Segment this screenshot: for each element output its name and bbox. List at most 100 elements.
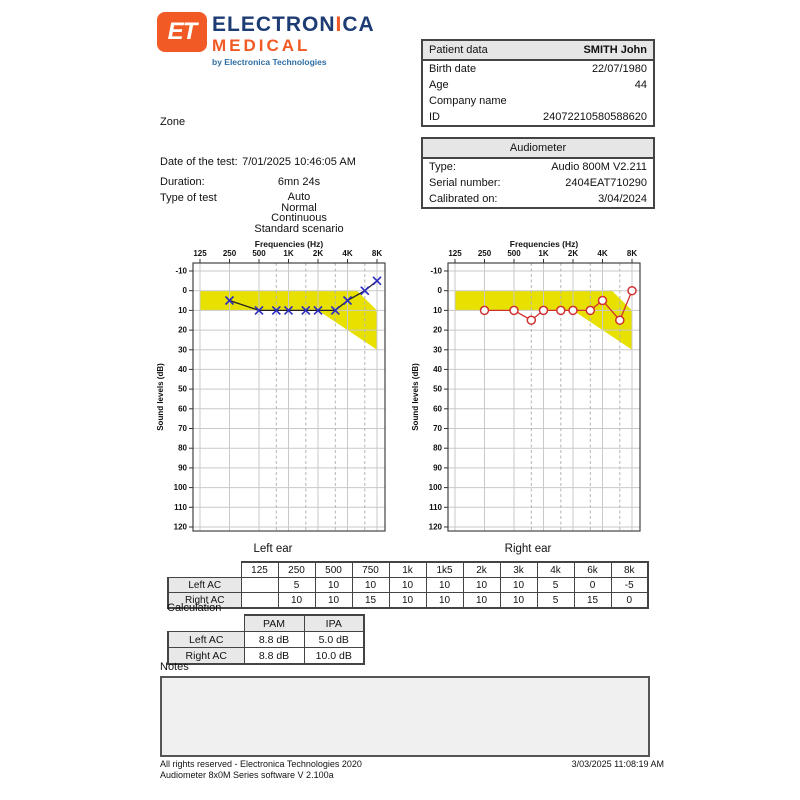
- freq-col-header: 1k: [388, 561, 427, 578]
- svg-text:Frequencies (Hz): Frequencies (Hz): [255, 239, 324, 249]
- brand-tagline: by Electronica Technologies: [212, 57, 327, 67]
- svg-text:80: 80: [433, 444, 442, 453]
- freq-cell: 0: [610, 592, 649, 609]
- freq-corner-cell: [168, 562, 241, 578]
- test-date-label: Date of the test:: [160, 156, 238, 168]
- freq-cell: 5: [536, 577, 575, 593]
- test-type-value: Auto Normal Continuous Standard scenario: [254, 191, 344, 236]
- calc-corner-cell: [168, 615, 244, 632]
- svg-text:0: 0: [183, 286, 188, 295]
- svg-text:500: 500: [252, 249, 266, 258]
- svg-text:2K: 2K: [313, 249, 323, 258]
- marker-circle-icon: [526, 315, 537, 325]
- patient-row-value: [523, 93, 654, 109]
- svg-text:110: 110: [429, 503, 442, 512]
- audiometer-row-label: Serial number:: [429, 177, 501, 189]
- svg-text:250: 250: [223, 249, 237, 258]
- freq-col-header: 6k: [573, 561, 612, 578]
- patient-row-value: 24072210580588620: [542, 111, 647, 123]
- patient-row-value: 44: [634, 79, 647, 91]
- svg-text:60: 60: [178, 404, 187, 413]
- svg-text:8K: 8K: [627, 249, 637, 258]
- freq-cell: -5: [610, 577, 649, 593]
- freq-cell: 10: [314, 577, 353, 593]
- freq-cell: 5: [277, 577, 316, 593]
- notes-label: Notes: [160, 661, 189, 673]
- calc-cell: 8.8 dB: [243, 631, 305, 648]
- freq-cell: 10: [499, 577, 538, 593]
- calc-cell: 8.8 dB: [243, 647, 305, 665]
- freq-col-header: 1k5: [425, 561, 464, 578]
- marker-x-icon: [342, 295, 353, 306]
- svg-text:1K: 1K: [283, 249, 293, 258]
- marker-x-icon: [313, 305, 323, 315]
- svg-text:125: 125: [448, 249, 462, 258]
- freq-cell: 10: [314, 592, 353, 609]
- freq-col-header: 125: [240, 561, 279, 578]
- freq-cell: 15: [573, 592, 612, 609]
- marker-circle-icon: [568, 305, 578, 316]
- svg-text:60: 60: [433, 404, 442, 413]
- freq-cell: 5: [536, 592, 575, 609]
- svg-text:4K: 4K: [597, 249, 607, 258]
- audiometer-row-label: Calibrated on:: [429, 193, 498, 205]
- freq-table-row: Right AC 10 10 15 10 10 10 10 5 15 0: [167, 592, 649, 609]
- audiometer-row-value: 3/04/2024: [598, 193, 647, 205]
- audiogram-left-plot: 125 250 500 1K 2K 4K 8K -10 0 10 20 30 40 50 60 70 80 90 1…: [155, 238, 391, 543]
- freq-cell: 10: [462, 592, 501, 609]
- calc-col-header: IPA: [303, 614, 365, 632]
- logo-text-block: ELECTRONICA MEDICAL by Electronica Techn…: [212, 14, 375, 67]
- marker-circle-icon: [597, 295, 608, 306]
- svg-text:100: 100: [174, 483, 188, 492]
- svg-text:90: 90: [178, 463, 187, 472]
- freq-cell: 10: [388, 592, 427, 609]
- freq-cell: 15: [351, 592, 390, 609]
- audiogram-right-ear: 125 250 500 1K 2K 4K 8K -10 0 10 20 30 40 50 60 70 80 90 1…: [410, 238, 646, 555]
- svg-text:10: 10: [178, 306, 187, 315]
- brand-name-line2: MEDICAL: [212, 36, 311, 55]
- left-ear-caption: Left ear: [253, 543, 293, 555]
- audiogram-right-plot: 125 250 500 1K 2K 4K 8K -10 0 10 20 30 40 50 60 70 80 90 1…: [410, 238, 646, 543]
- test-date-value: 7/01/2025 10:46:05 AM: [242, 156, 356, 168]
- marker-circle-icon: [585, 305, 596, 316]
- freq-cell: [240, 592, 279, 609]
- svg-text:50: 50: [178, 385, 187, 394]
- marker-x-icon: [330, 305, 340, 315]
- freq-col-header: 3k: [499, 561, 538, 578]
- right-ear-caption: Right ear: [504, 543, 552, 555]
- freq-cell: 0: [573, 577, 612, 593]
- marker-circle-icon: [627, 285, 637, 296]
- freq-cell: 10: [351, 577, 390, 593]
- svg-text:125: 125: [193, 249, 207, 258]
- freq-col-header: 500: [314, 561, 353, 578]
- audiometer-row-value: Audio 800M V2.211: [551, 161, 647, 173]
- svg-text:20: 20: [178, 326, 187, 335]
- svg-text:10: 10: [433, 306, 442, 315]
- notes-box: [160, 676, 650, 757]
- freq-col-header: 4k: [536, 561, 575, 578]
- patient-data-table: Patient data SMITH John Birth date 22/07/…: [421, 39, 655, 127]
- svg-text:Sound levels (dB): Sound levels (dB): [411, 363, 420, 431]
- audiometer-row-label: Type:: [429, 161, 456, 173]
- series-line: [484, 290, 633, 322]
- svg-text:70: 70: [433, 424, 442, 433]
- marker-circle-icon: [615, 315, 625, 325]
- marker-x-icon: [271, 305, 281, 315]
- patient-data-header: Patient data: [422, 40, 524, 61]
- svg-text:20: 20: [433, 326, 442, 335]
- svg-text:80: 80: [178, 444, 187, 453]
- freq-table-row: Left AC 5 10 10 10 10 10 10 5 0 -5: [167, 577, 649, 593]
- svg-text:Sound levels (dB): Sound levels (dB): [156, 363, 165, 431]
- brand-name: ELECTRONICA: [212, 13, 375, 36]
- calc-row-label: Right AC: [167, 647, 245, 665]
- patient-row-label: ID: [429, 111, 440, 123]
- calculation-title: Calculation: [167, 602, 222, 614]
- patient-row-label: Birth date: [429, 63, 477, 75]
- freq-cell: 10: [425, 592, 464, 609]
- svg-text:40: 40: [433, 365, 442, 374]
- svg-text:500: 500: [507, 249, 521, 258]
- patient-row-value: 22/07/1980: [591, 63, 647, 75]
- marker-circle-icon: [556, 305, 566, 316]
- calculation-table: PAM IPA Left AC 8.8 dB 5.0 dB Right AC 8…: [167, 614, 365, 665]
